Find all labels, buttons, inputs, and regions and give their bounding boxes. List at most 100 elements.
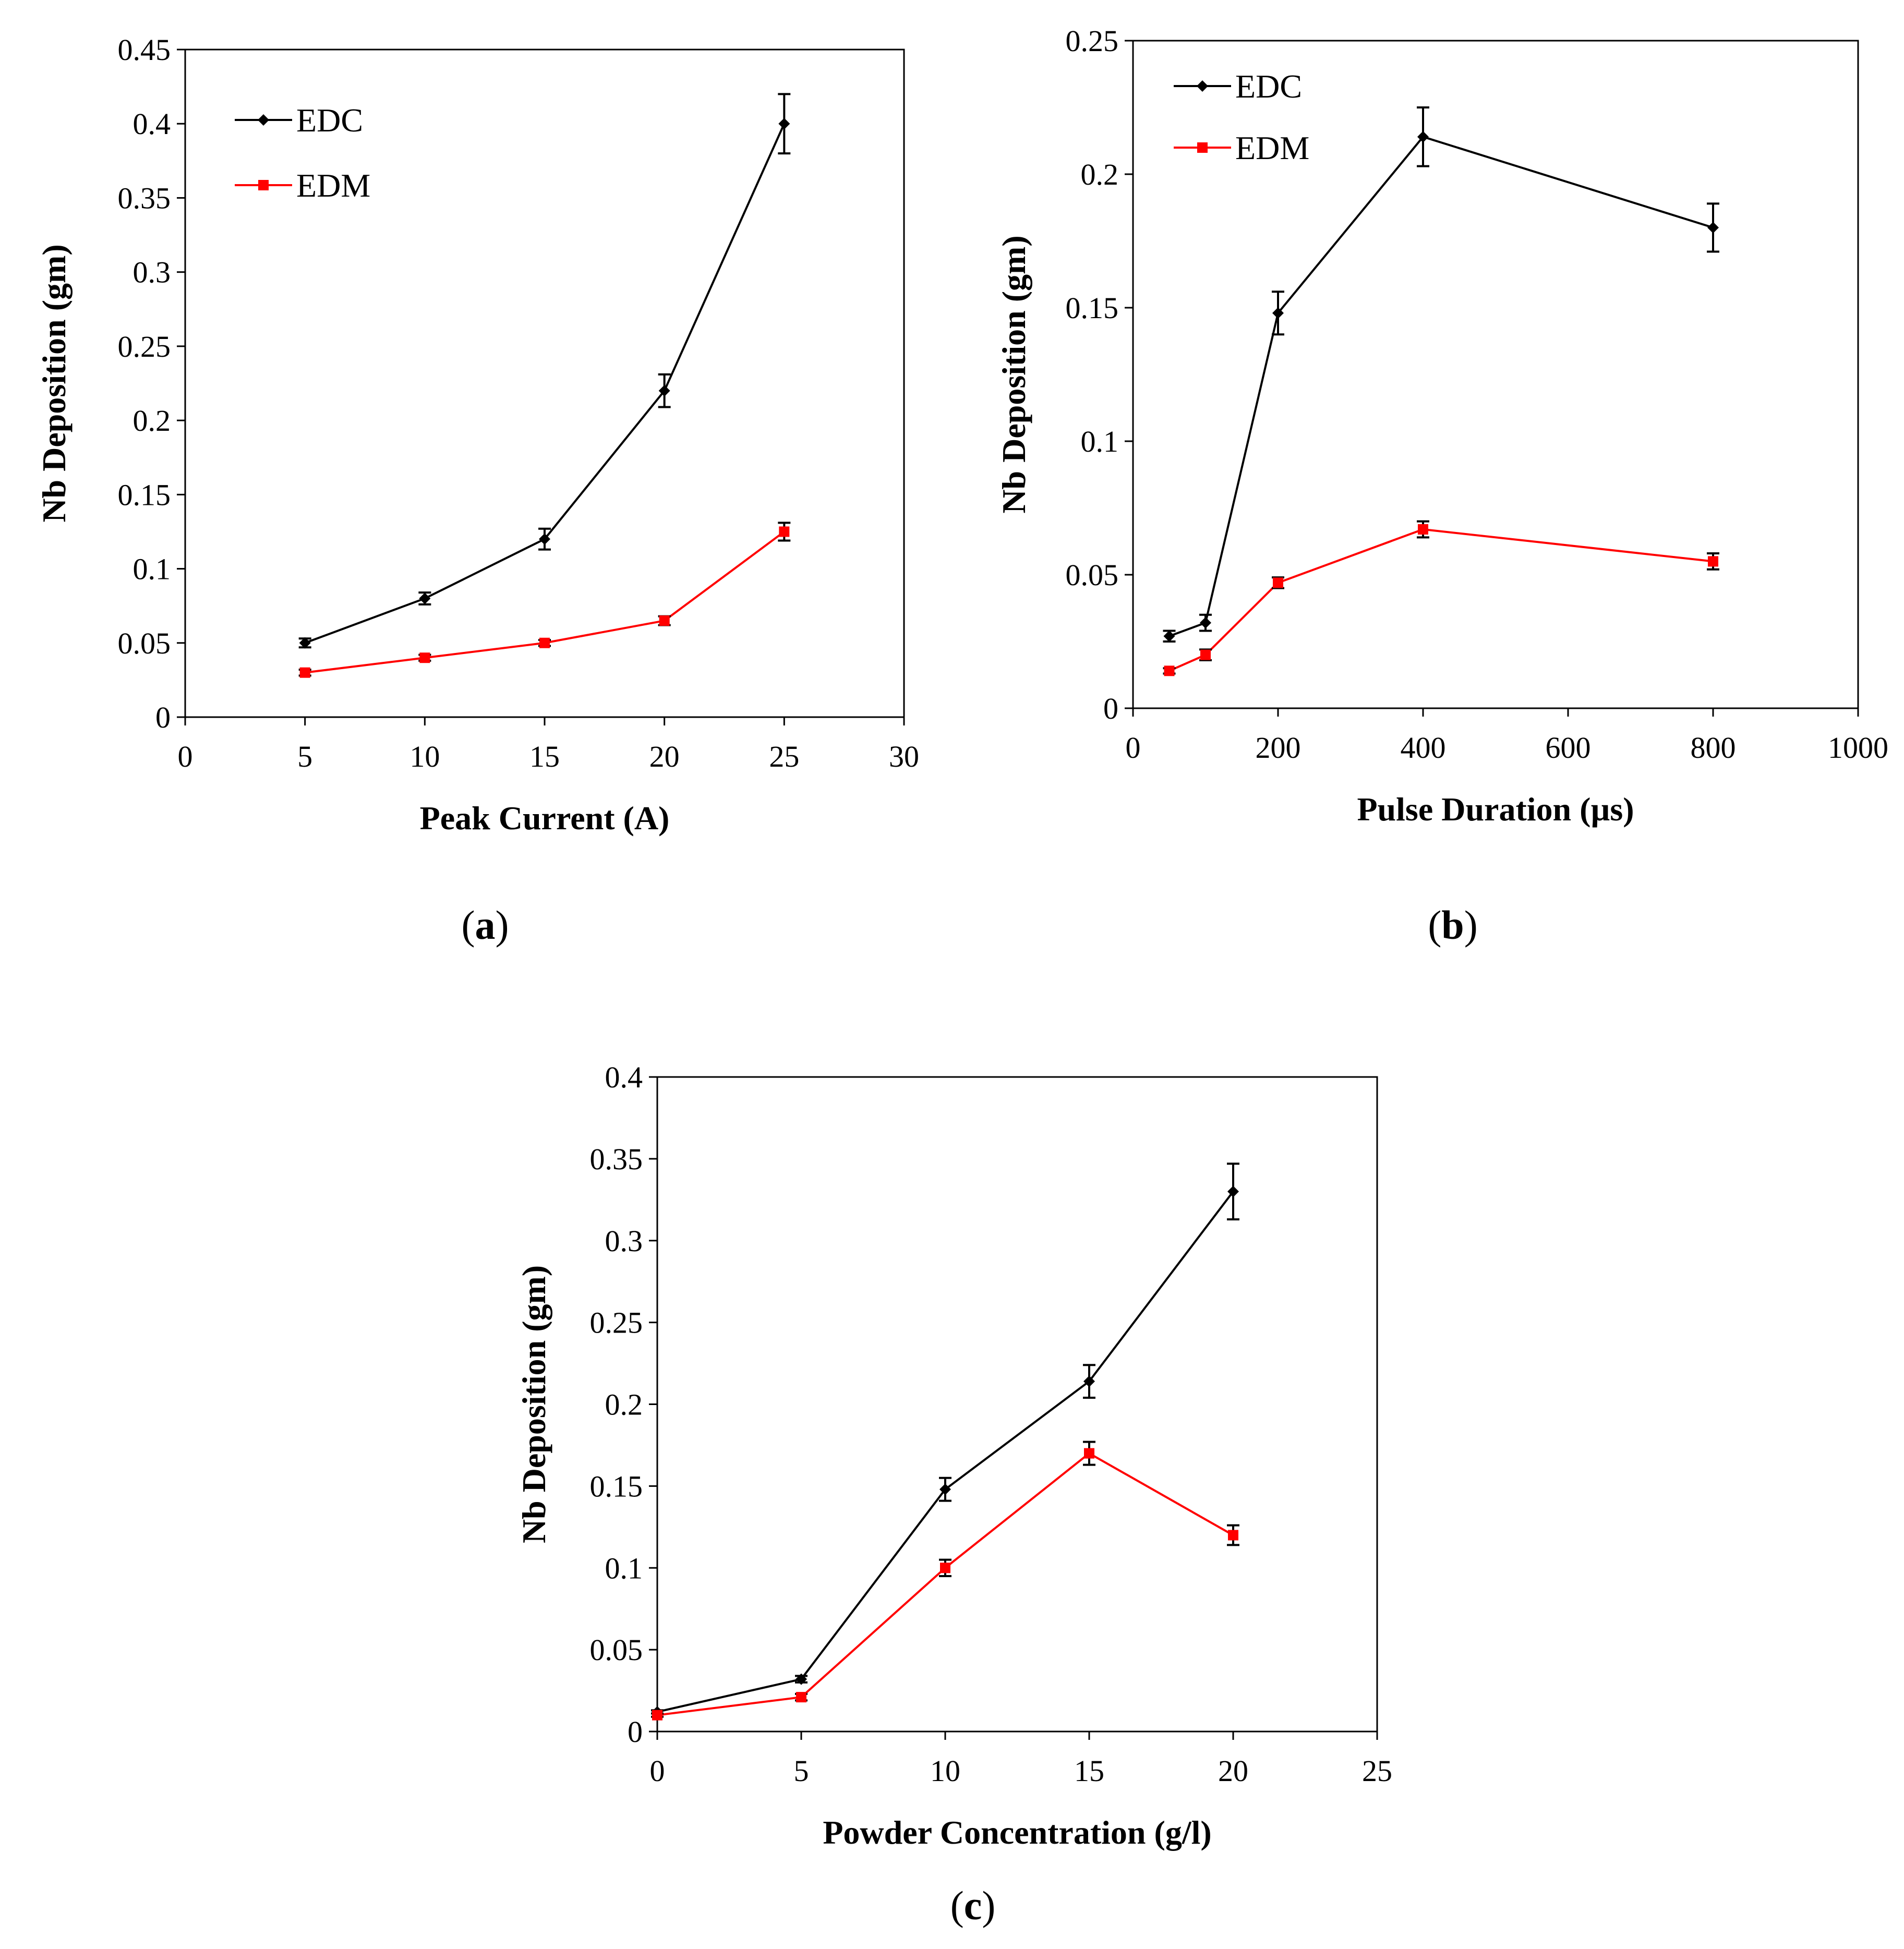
data-point-marker — [652, 1710, 662, 1721]
series-edm — [651, 1440, 1239, 1721]
data-point-marker — [1707, 222, 1719, 234]
x-tick-label: 20 — [649, 740, 680, 773]
data-point-marker — [659, 615, 670, 626]
y-axis-title: Nb Deposition (gm) — [995, 235, 1032, 513]
legend-label: EDM — [296, 167, 370, 204]
data-point-marker — [419, 652, 430, 663]
data-point-marker — [939, 1483, 951, 1495]
subfigure-caption: (c) — [950, 1883, 996, 1928]
y-tick-label: 0.2 — [605, 1388, 643, 1422]
legend-marker — [1197, 142, 1208, 153]
y-tick-label: 0.1 — [133, 552, 171, 586]
subfigure-caption: (a) — [462, 902, 509, 948]
y-tick-label: 0.4 — [133, 107, 171, 141]
plot-area-frame — [1132, 40, 1859, 709]
series-edc — [298, 93, 791, 649]
data-point-marker — [940, 1563, 950, 1573]
data-point-marker — [1273, 577, 1283, 588]
data-point-marker — [299, 637, 311, 649]
data-point-marker — [539, 637, 550, 648]
y-tick-label: 0 — [628, 1715, 643, 1749]
y-tick-label: 0.2 — [133, 404, 171, 438]
y-tick-label: 0.05 — [1066, 558, 1119, 592]
y-tick-label: 0.15 — [1066, 291, 1119, 325]
y-tick-label: 0.45 — [118, 33, 171, 67]
y-tick-label: 0.1 — [1081, 425, 1119, 458]
legend: EDC EDM — [1174, 68, 1309, 166]
data-point-marker — [1083, 1375, 1095, 1387]
x-tick-label: 800 — [1691, 731, 1736, 765]
legend-label: EDC — [296, 102, 363, 139]
x-tick-label: 25 — [1362, 1754, 1392, 1788]
y-tick-label: 0.05 — [118, 626, 171, 660]
legend-marker — [258, 180, 269, 190]
data-point-marker — [539, 533, 550, 545]
y-axis-title: Nb Deposition (gm) — [35, 244, 73, 522]
x-tick-label: 1000 — [1828, 731, 1888, 765]
x-tick-label: 0 — [1126, 731, 1141, 765]
y-tick-label: 0.3 — [605, 1224, 643, 1258]
data-point-marker — [419, 592, 431, 604]
x-tick-label: 25 — [769, 740, 799, 773]
y-tick-label: 0.25 — [1066, 24, 1119, 58]
data-point-marker — [779, 526, 790, 537]
data-point-marker — [778, 118, 790, 130]
x-tick-label: 400 — [1401, 731, 1446, 765]
x-tick-label: 0 — [650, 1754, 665, 1788]
legend-label: EDM — [1235, 129, 1309, 166]
legend-label: EDC — [1235, 68, 1302, 105]
chart-c: 0 0.05 0.1 0.15 0.2 0.25 0.3 0.35 0.4 0 5 10 15 20 25 P… — [515, 1060, 1392, 1928]
series-edm — [1163, 520, 1719, 676]
y-tick-label: 0.4 — [605, 1060, 643, 1094]
chart-a: 0 0.05 0.1 0.15 0.2 0.25 0.3 0.35 0.4 0.45 0 5 10 15 2… — [35, 33, 919, 948]
x-tick-label: 15 — [1074, 1754, 1104, 1788]
y-tick-label: 0 — [1103, 692, 1118, 725]
data-point-marker — [299, 667, 310, 678]
legend: EDC EDM — [235, 102, 370, 204]
y-tick-label: 0.05 — [590, 1633, 643, 1667]
data-point-marker — [1200, 617, 1211, 629]
data-point-marker — [1227, 1185, 1239, 1197]
data-point-marker — [1417, 131, 1429, 143]
x-axis-title: Peak Current (A) — [420, 800, 670, 837]
y-tick-label: 0.2 — [1081, 158, 1119, 191]
x-tick-label: 200 — [1256, 731, 1301, 765]
data-point-marker — [658, 385, 670, 397]
y-tick-label: 0.35 — [590, 1142, 643, 1176]
x-tick-label: 5 — [794, 1754, 809, 1788]
y-tick-label: 0.25 — [590, 1306, 643, 1340]
x-tick-label: 10 — [409, 740, 440, 773]
data-point-marker — [1228, 1530, 1238, 1541]
data-point-marker — [796, 1692, 806, 1703]
x-tick-label: 5 — [297, 740, 312, 773]
legend-marker — [258, 114, 269, 126]
x-axis-title: Powder Concentration (g/l) — [823, 1814, 1211, 1851]
chart-b: 0 0.05 0.1 0.15 0.2 0.25 0 200 400 600 800 1000 Puls… — [995, 24, 1888, 948]
y-tick-label: 0.1 — [605, 1551, 643, 1585]
x-tick-label: 15 — [529, 740, 560, 773]
x-tick-label: 600 — [1546, 731, 1591, 765]
x-tick-label: 20 — [1218, 1754, 1248, 1788]
legend-marker — [1197, 80, 1208, 92]
y-tick-label: 0.15 — [118, 478, 171, 512]
y-tick-label: 0.3 — [133, 256, 171, 289]
data-point-marker — [1418, 524, 1428, 535]
x-axis-title: Pulse Duration (µs) — [1357, 791, 1634, 828]
series-edm — [298, 522, 791, 678]
x-tick-label: 30 — [889, 740, 919, 773]
x-tick-label: 10 — [930, 1754, 960, 1788]
y-tick-label: 0.35 — [118, 181, 171, 215]
data-point-marker — [1084, 1448, 1094, 1459]
data-point-marker — [796, 1673, 807, 1685]
data-point-marker — [1163, 630, 1175, 642]
y-tick-label: 0 — [155, 700, 171, 734]
y-tick-label: 0.15 — [590, 1469, 643, 1503]
data-point-marker — [1272, 307, 1284, 319]
data-point-marker — [1200, 649, 1211, 660]
subfigure-caption: (b) — [1428, 902, 1477, 948]
chart-layer: 00.050.10.150.20.250.30.350.40.450 5 10 15 2… — [35, 24, 1888, 1928]
x-tick-label: 0 — [178, 740, 193, 773]
y-tick-label: 0.25 — [118, 330, 171, 364]
data-point-marker — [1164, 665, 1175, 676]
